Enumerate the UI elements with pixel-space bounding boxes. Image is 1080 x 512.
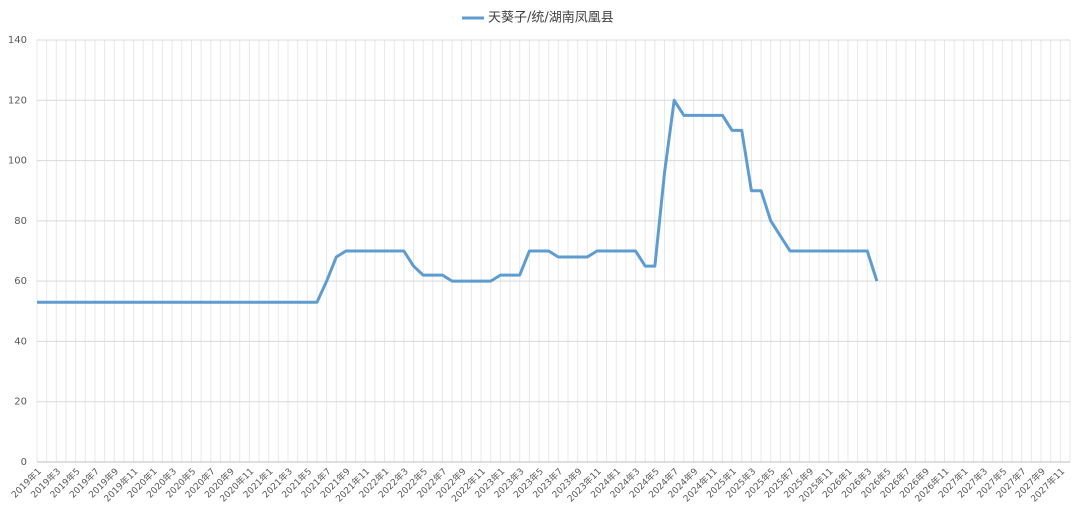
data-line [37, 98, 879, 304]
y-tick-label: 80 [14, 216, 27, 227]
legend-label: 天葵子/统/湖南凤凰县 [488, 10, 614, 26]
y-tick-label: 100 [8, 156, 27, 167]
y-tick-label: 140 [8, 35, 27, 46]
y-tick-label: 0 [21, 457, 27, 468]
y-tick-label: 40 [14, 336, 27, 347]
y-tick-label: 60 [14, 276, 27, 287]
y-tick-label: 20 [14, 397, 27, 408]
y-tick-label: 120 [8, 95, 27, 106]
